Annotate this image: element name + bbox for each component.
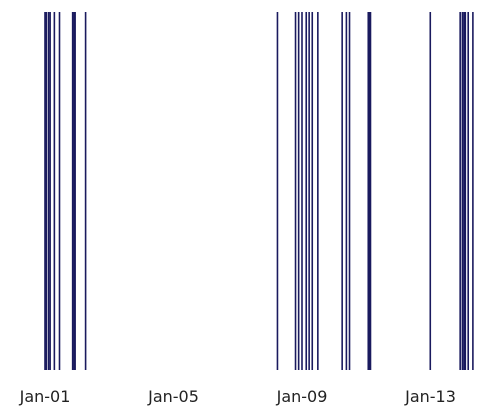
x-tick-label: Jan-13	[404, 387, 456, 406]
x-tick-label: Jan-05	[147, 387, 199, 406]
x-tick-label: Jan-01	[19, 387, 71, 406]
x-tick-label: Jan-09	[276, 387, 328, 406]
event-lines-group	[44, 12, 474, 370]
